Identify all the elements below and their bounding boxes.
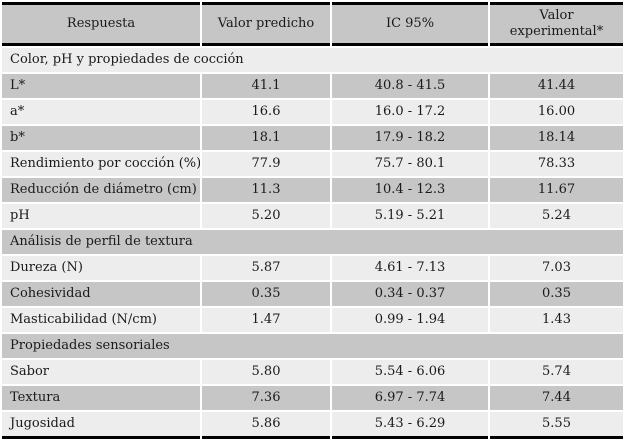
row-label: Textura [2, 386, 200, 410]
section-title: Análisis de perfil de textura [2, 230, 623, 254]
column-header-1: Valor predicho [202, 2, 330, 46]
value-ic95: 10.4 - 12.3 [332, 178, 488, 202]
value-experimental: 41.44 [490, 74, 623, 98]
table-row: Jugosidad 5.86 5.43 - 6.29 5.55 [2, 412, 623, 439]
value-predicho: 5.20 [202, 204, 330, 228]
table-row: a* 16.6 16.0 - 17.2 16.00 [2, 100, 623, 124]
row-label: Rendimiento por cocción (%) [2, 152, 200, 176]
value-ic95: 75.7 - 80.1 [332, 152, 488, 176]
value-predicho: 77.9 [202, 152, 330, 176]
value-predicho: 7.36 [202, 386, 330, 410]
value-experimental: 5.55 [490, 412, 623, 439]
header-row: Respuesta Valor predicho IC 95% Valor exper… [2, 2, 623, 46]
table-row: Sabor 5.80 5.54 - 6.06 5.74 [2, 360, 623, 384]
table-row: pH 5.20 5.19 - 5.21 5.24 [2, 204, 623, 228]
table-row: Rendimiento por cocción (%) 77.9 75.7 - 80… [2, 152, 623, 176]
value-predicho: 18.1 [202, 126, 330, 150]
value-ic95: 6.97 - 7.74 [332, 386, 488, 410]
value-ic95: 5.19 - 5.21 [332, 204, 488, 228]
table-row: Dureza (N) 5.87 4.61 - 7.13 7.03 [2, 256, 623, 280]
value-ic95: 16.0 - 17.2 [332, 100, 488, 124]
section-header-row: Color, pH y propiedades de cocción [2, 48, 623, 72]
table-row: Reducción de diámetro (cm) 11.3 10.4 - 12.… [2, 178, 623, 202]
value-experimental: 78.33 [490, 152, 623, 176]
value-ic95: 4.61 - 7.13 [332, 256, 488, 280]
value-ic95: 17.9 - 18.2 [332, 126, 488, 150]
value-ic95: 5.54 - 6.06 [332, 360, 488, 384]
column-header-0: Respuesta [2, 2, 200, 46]
row-label: L* [2, 74, 200, 98]
value-predicho: 5.86 [202, 412, 330, 439]
value-ic95: 40.8 - 41.5 [332, 74, 488, 98]
row-label: Sabor [2, 360, 200, 384]
row-label: b* [2, 126, 200, 150]
table-row: L* 41.1 40.8 - 41.5 41.44 [2, 74, 623, 98]
table-row: b* 18.1 17.9 - 18.2 18.14 [2, 126, 623, 150]
value-experimental: 0.35 [490, 282, 623, 306]
value-experimental: 16.00 [490, 100, 623, 124]
column-header-2: IC 95% [332, 2, 488, 46]
value-predicho: 41.1 [202, 74, 330, 98]
row-label: a* [2, 100, 200, 124]
row-label: Masticabilidad (N/cm) [2, 308, 200, 332]
value-predicho: 16.6 [202, 100, 330, 124]
row-label: Dureza (N) [2, 256, 200, 280]
section-title: Propiedades sensoriales [2, 334, 623, 358]
value-experimental: 1.43 [490, 308, 623, 332]
value-predicho: 1.47 [202, 308, 330, 332]
section-header-row: Análisis de perfil de textura [2, 230, 623, 254]
row-label: Jugosidad [2, 412, 200, 439]
table-body: Color, pH y propiedades de cocción L* 41.1… [2, 48, 623, 439]
value-experimental: 5.74 [490, 360, 623, 384]
column-header-3: Valor experimental* [490, 2, 623, 46]
section-header-row: Propiedades sensoriales [2, 334, 623, 358]
value-experimental: 7.44 [490, 386, 623, 410]
table-row: Masticabilidad (N/cm) 1.47 0.99 - 1.94 1.43 [2, 308, 623, 332]
row-label: Cohesividad [2, 282, 200, 306]
value-experimental: 18.14 [490, 126, 623, 150]
value-predicho: 5.80 [202, 360, 330, 384]
value-predicho: 0.35 [202, 282, 330, 306]
row-label: pH [2, 204, 200, 228]
value-ic95: 0.34 - 0.37 [332, 282, 488, 306]
value-ic95: 5.43 - 6.29 [332, 412, 488, 439]
value-experimental: 7.03 [490, 256, 623, 280]
row-label: Reducción de diámetro (cm) [2, 178, 200, 202]
table-row: Cohesividad 0.35 0.34 - 0.37 0.35 [2, 282, 623, 306]
value-experimental: 5.24 [490, 204, 623, 228]
section-title: Color, pH y propiedades de cocción [2, 48, 623, 72]
value-predicho: 11.3 [202, 178, 330, 202]
table-row: Textura 7.36 6.97 - 7.74 7.44 [2, 386, 623, 410]
value-ic95: 0.99 - 1.94 [332, 308, 488, 332]
value-predicho: 5.87 [202, 256, 330, 280]
value-experimental: 11.67 [490, 178, 623, 202]
